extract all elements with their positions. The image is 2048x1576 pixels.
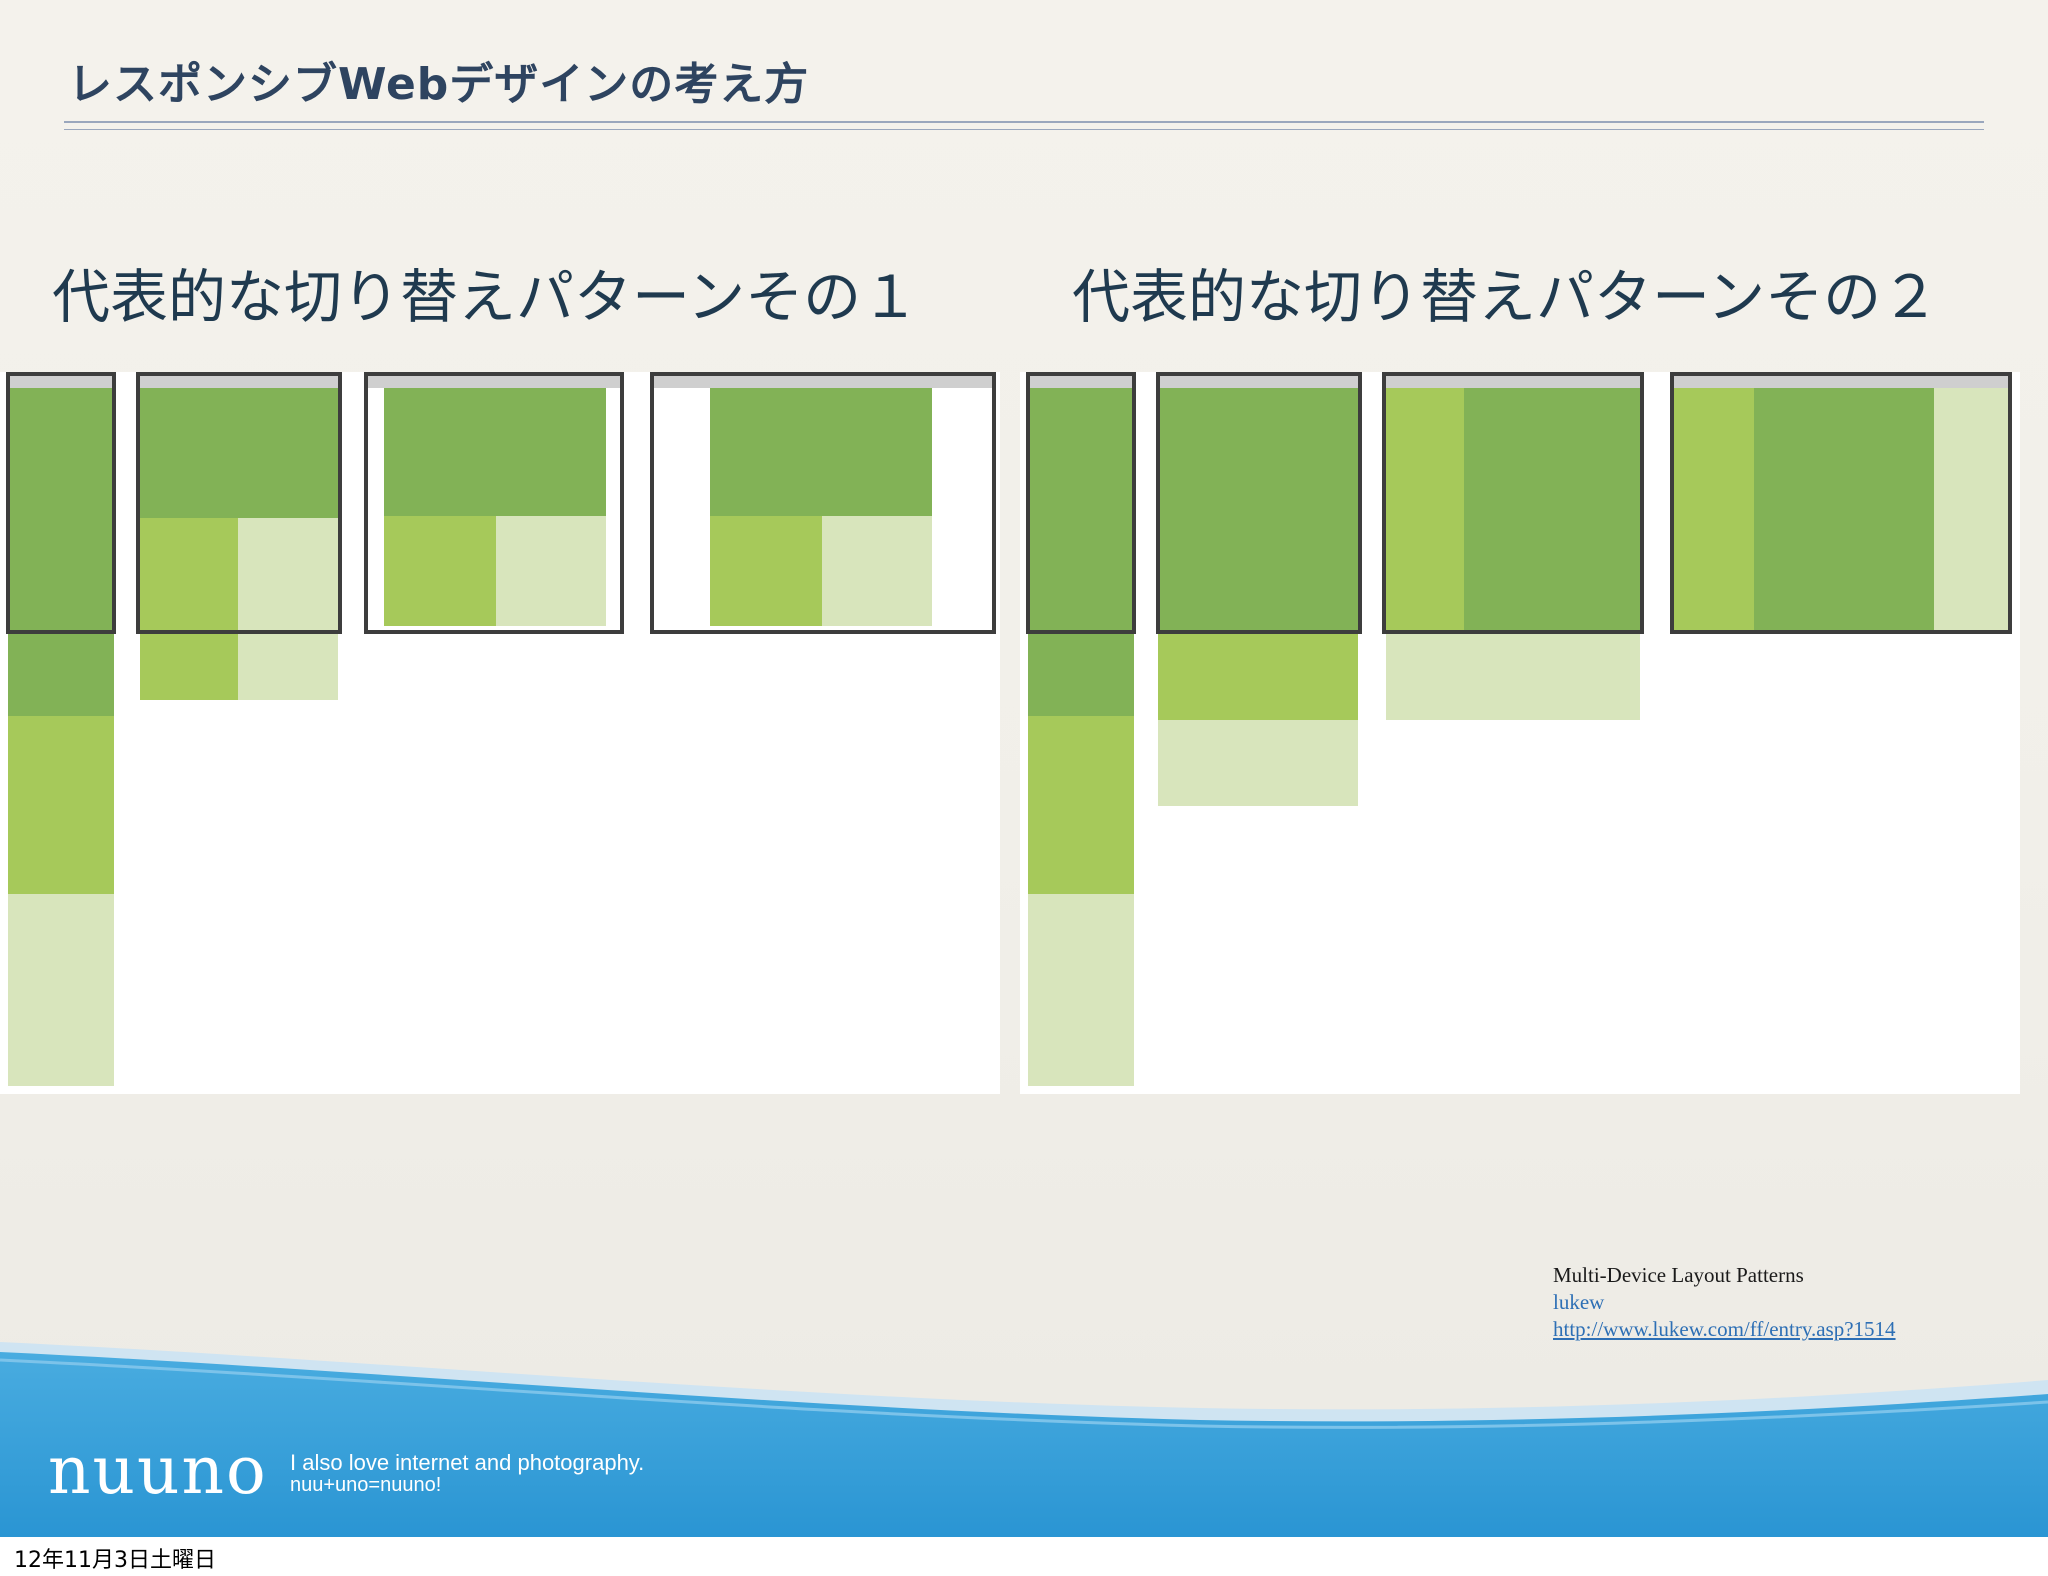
- pattern2-heading: 代表的な切り替えパターンその２: [1072, 263, 1940, 331]
- p1-d3-main-block: [384, 388, 606, 516]
- p1-d2-main-block: [140, 388, 338, 518]
- date-stamp: 12年11月3日土曜日: [14, 1548, 216, 1573]
- p1-d3-device-frame: [364, 372, 624, 634]
- p2-d4-tertiary-block: [1934, 388, 2008, 632]
- title-rule: [64, 121, 1984, 123]
- p2-d2-main-block: [1158, 388, 1358, 632]
- footer-wave: [0, 1342, 2048, 1537]
- slide-title: レスポンシブWebデザインの考え方: [68, 59, 810, 110]
- p2-d4-secondary-block: [1674, 388, 1754, 632]
- p2-d1-device-frame: [1026, 372, 1136, 634]
- p1-d2-secondary-block: [140, 518, 238, 700]
- p1-d1-main-block: [8, 382, 114, 716]
- p2-d4-main-block: [1754, 388, 1934, 632]
- p2-d4-device-frame: [1670, 372, 2012, 634]
- p2-d2-secondary-block: [1158, 632, 1358, 720]
- pattern2-diagram: [1020, 372, 2020, 1094]
- p1-d3-secondary-block: [384, 516, 496, 626]
- credit-author: lukew: [1553, 1290, 1605, 1314]
- p2-d1-main-block: [1028, 382, 1134, 716]
- footer-tagline-secondary: nuu+uno=nuuno!: [290, 1474, 442, 1496]
- p2-d2-tertiary-block: [1158, 720, 1358, 806]
- slide: レスポンシブWebデザインの考え方 代表的な切り替えパターンその１ 代表的な切り…: [0, 0, 2048, 1537]
- pattern1-diagram: [0, 372, 1000, 1094]
- footer-tagline: I also love internet and photography.: [290, 1450, 645, 1475]
- p1-d4-tertiary-block: [822, 516, 932, 626]
- title-rule-secondary: [64, 129, 1984, 130]
- p1-d1-device-frame: [6, 372, 116, 634]
- p2-d3-tertiary-block: [1386, 632, 1640, 720]
- p1-d4-device-frame: [650, 372, 996, 634]
- source-credit: Multi-Device Layout Patterns lukew http:…: [1553, 1262, 1896, 1343]
- credit-url-link[interactable]: http://www.lukew.com/ff/entry.asp?1514: [1553, 1317, 1896, 1341]
- p1-d4-secondary-block: [710, 516, 822, 626]
- p2-d3-main-block: [1464, 388, 1640, 632]
- credit-title: Multi-Device Layout Patterns: [1553, 1263, 1804, 1287]
- pattern1-heading: 代表的な切り替えパターンその１: [52, 263, 920, 331]
- p2-d3-secondary-block: [1386, 388, 1464, 632]
- p1-d3-tertiary-block: [496, 516, 606, 626]
- p1-d1-tertiary-block: [8, 894, 114, 1086]
- p2-d2-device-frame: [1156, 372, 1362, 634]
- p2-d3-device-frame: [1382, 372, 1644, 634]
- p1-d2-tertiary-block: [238, 518, 338, 700]
- footer-brand-logo: nuuno: [48, 1432, 268, 1509]
- p2-d1-secondary-block: [1028, 716, 1134, 894]
- p1-d4-main-block: [710, 388, 932, 516]
- p1-d2-device-frame: [136, 372, 342, 634]
- p1-d1-secondary-block: [8, 716, 114, 894]
- p2-d1-tertiary-block: [1028, 894, 1134, 1086]
